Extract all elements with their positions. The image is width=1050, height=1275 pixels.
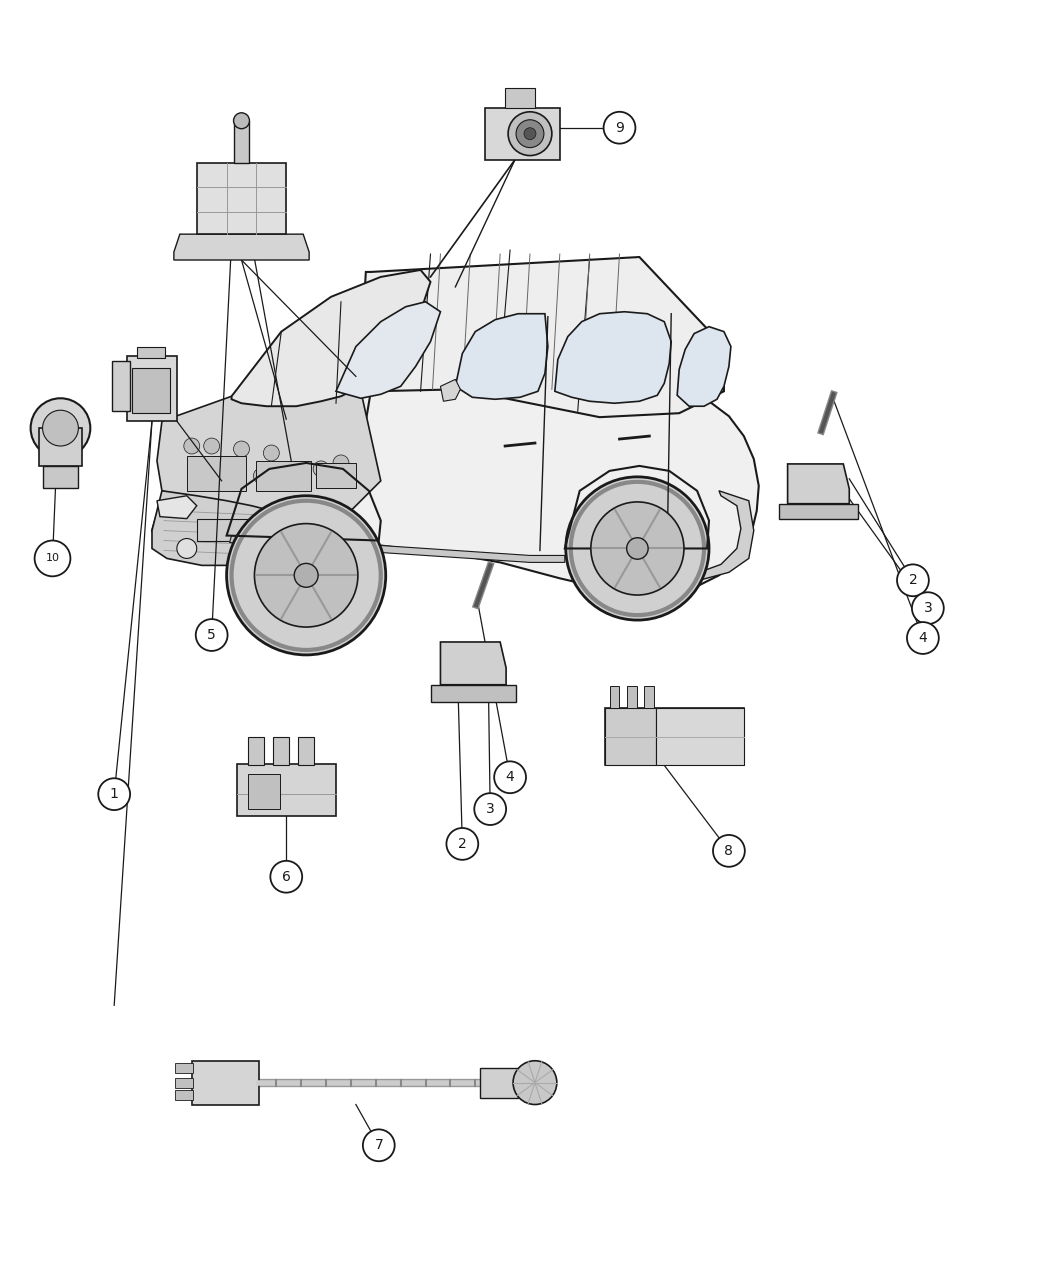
Bar xyxy=(175,1077,193,1088)
Bar xyxy=(233,121,250,162)
Polygon shape xyxy=(430,685,516,701)
Circle shape xyxy=(254,524,358,627)
Bar xyxy=(628,686,637,708)
Polygon shape xyxy=(679,491,754,583)
Circle shape xyxy=(591,502,684,595)
Text: 4: 4 xyxy=(919,631,927,645)
Circle shape xyxy=(495,761,526,793)
Circle shape xyxy=(566,477,709,620)
Polygon shape xyxy=(230,536,565,562)
Circle shape xyxy=(176,538,196,558)
Circle shape xyxy=(194,463,210,479)
Bar xyxy=(249,774,280,810)
Circle shape xyxy=(897,565,929,597)
Bar xyxy=(196,519,261,541)
Circle shape xyxy=(516,120,544,148)
Circle shape xyxy=(35,541,70,576)
Circle shape xyxy=(513,1061,557,1104)
Circle shape xyxy=(253,468,270,483)
Circle shape xyxy=(99,778,130,810)
Text: 1: 1 xyxy=(110,787,119,801)
Bar xyxy=(480,1067,518,1098)
Circle shape xyxy=(30,398,90,458)
Circle shape xyxy=(907,622,939,654)
Text: 7: 7 xyxy=(375,1139,383,1153)
Bar xyxy=(236,764,336,816)
Text: 3: 3 xyxy=(486,802,495,816)
Text: 9: 9 xyxy=(615,121,624,135)
Bar xyxy=(610,686,620,708)
Polygon shape xyxy=(174,235,309,260)
Polygon shape xyxy=(554,311,671,403)
Bar xyxy=(192,1061,259,1104)
Polygon shape xyxy=(156,496,196,519)
Bar xyxy=(605,708,656,765)
Circle shape xyxy=(604,112,635,144)
Polygon shape xyxy=(232,270,430,407)
Circle shape xyxy=(233,441,250,456)
Bar xyxy=(39,428,82,465)
Circle shape xyxy=(333,455,349,470)
Circle shape xyxy=(195,620,228,652)
Polygon shape xyxy=(152,491,281,565)
Polygon shape xyxy=(440,643,506,685)
Polygon shape xyxy=(456,314,548,399)
Bar xyxy=(249,737,265,765)
Circle shape xyxy=(508,112,552,156)
Circle shape xyxy=(912,593,944,623)
Circle shape xyxy=(224,468,239,483)
Polygon shape xyxy=(440,380,460,402)
Bar xyxy=(605,708,743,765)
Bar xyxy=(175,1063,193,1072)
Bar xyxy=(127,357,176,421)
Circle shape xyxy=(233,112,250,129)
Circle shape xyxy=(475,793,506,825)
Polygon shape xyxy=(336,302,440,398)
Text: 5: 5 xyxy=(207,629,216,643)
Circle shape xyxy=(524,128,536,140)
Polygon shape xyxy=(152,370,759,593)
Bar xyxy=(485,108,560,159)
Circle shape xyxy=(204,439,219,454)
Bar xyxy=(196,162,287,235)
Circle shape xyxy=(294,564,318,588)
Circle shape xyxy=(270,861,302,892)
Bar xyxy=(175,1090,193,1099)
Circle shape xyxy=(713,835,744,867)
Text: 10: 10 xyxy=(45,553,60,564)
Circle shape xyxy=(43,411,79,446)
Bar xyxy=(656,708,743,765)
Bar xyxy=(505,88,534,108)
Bar xyxy=(256,462,311,491)
Circle shape xyxy=(313,462,329,477)
Bar xyxy=(273,737,289,765)
Bar xyxy=(132,368,170,413)
Polygon shape xyxy=(788,464,849,504)
Polygon shape xyxy=(779,504,858,519)
Circle shape xyxy=(264,445,279,462)
Bar xyxy=(645,686,654,708)
Circle shape xyxy=(363,1130,395,1162)
Bar xyxy=(187,456,247,491)
Text: 2: 2 xyxy=(908,574,918,588)
Bar xyxy=(298,737,314,765)
Text: 6: 6 xyxy=(281,870,291,884)
Circle shape xyxy=(284,465,299,481)
Bar xyxy=(316,463,356,488)
Polygon shape xyxy=(677,326,731,407)
Text: 4: 4 xyxy=(506,770,514,784)
Bar xyxy=(43,465,79,488)
Circle shape xyxy=(184,439,200,454)
Circle shape xyxy=(627,538,648,560)
Polygon shape xyxy=(156,391,381,520)
Circle shape xyxy=(227,496,385,655)
Text: 2: 2 xyxy=(458,836,466,850)
Text: 3: 3 xyxy=(924,601,932,615)
Bar xyxy=(138,347,165,358)
Text: 8: 8 xyxy=(724,844,733,858)
Circle shape xyxy=(446,827,478,859)
Polygon shape xyxy=(307,258,723,456)
Bar xyxy=(112,362,130,412)
